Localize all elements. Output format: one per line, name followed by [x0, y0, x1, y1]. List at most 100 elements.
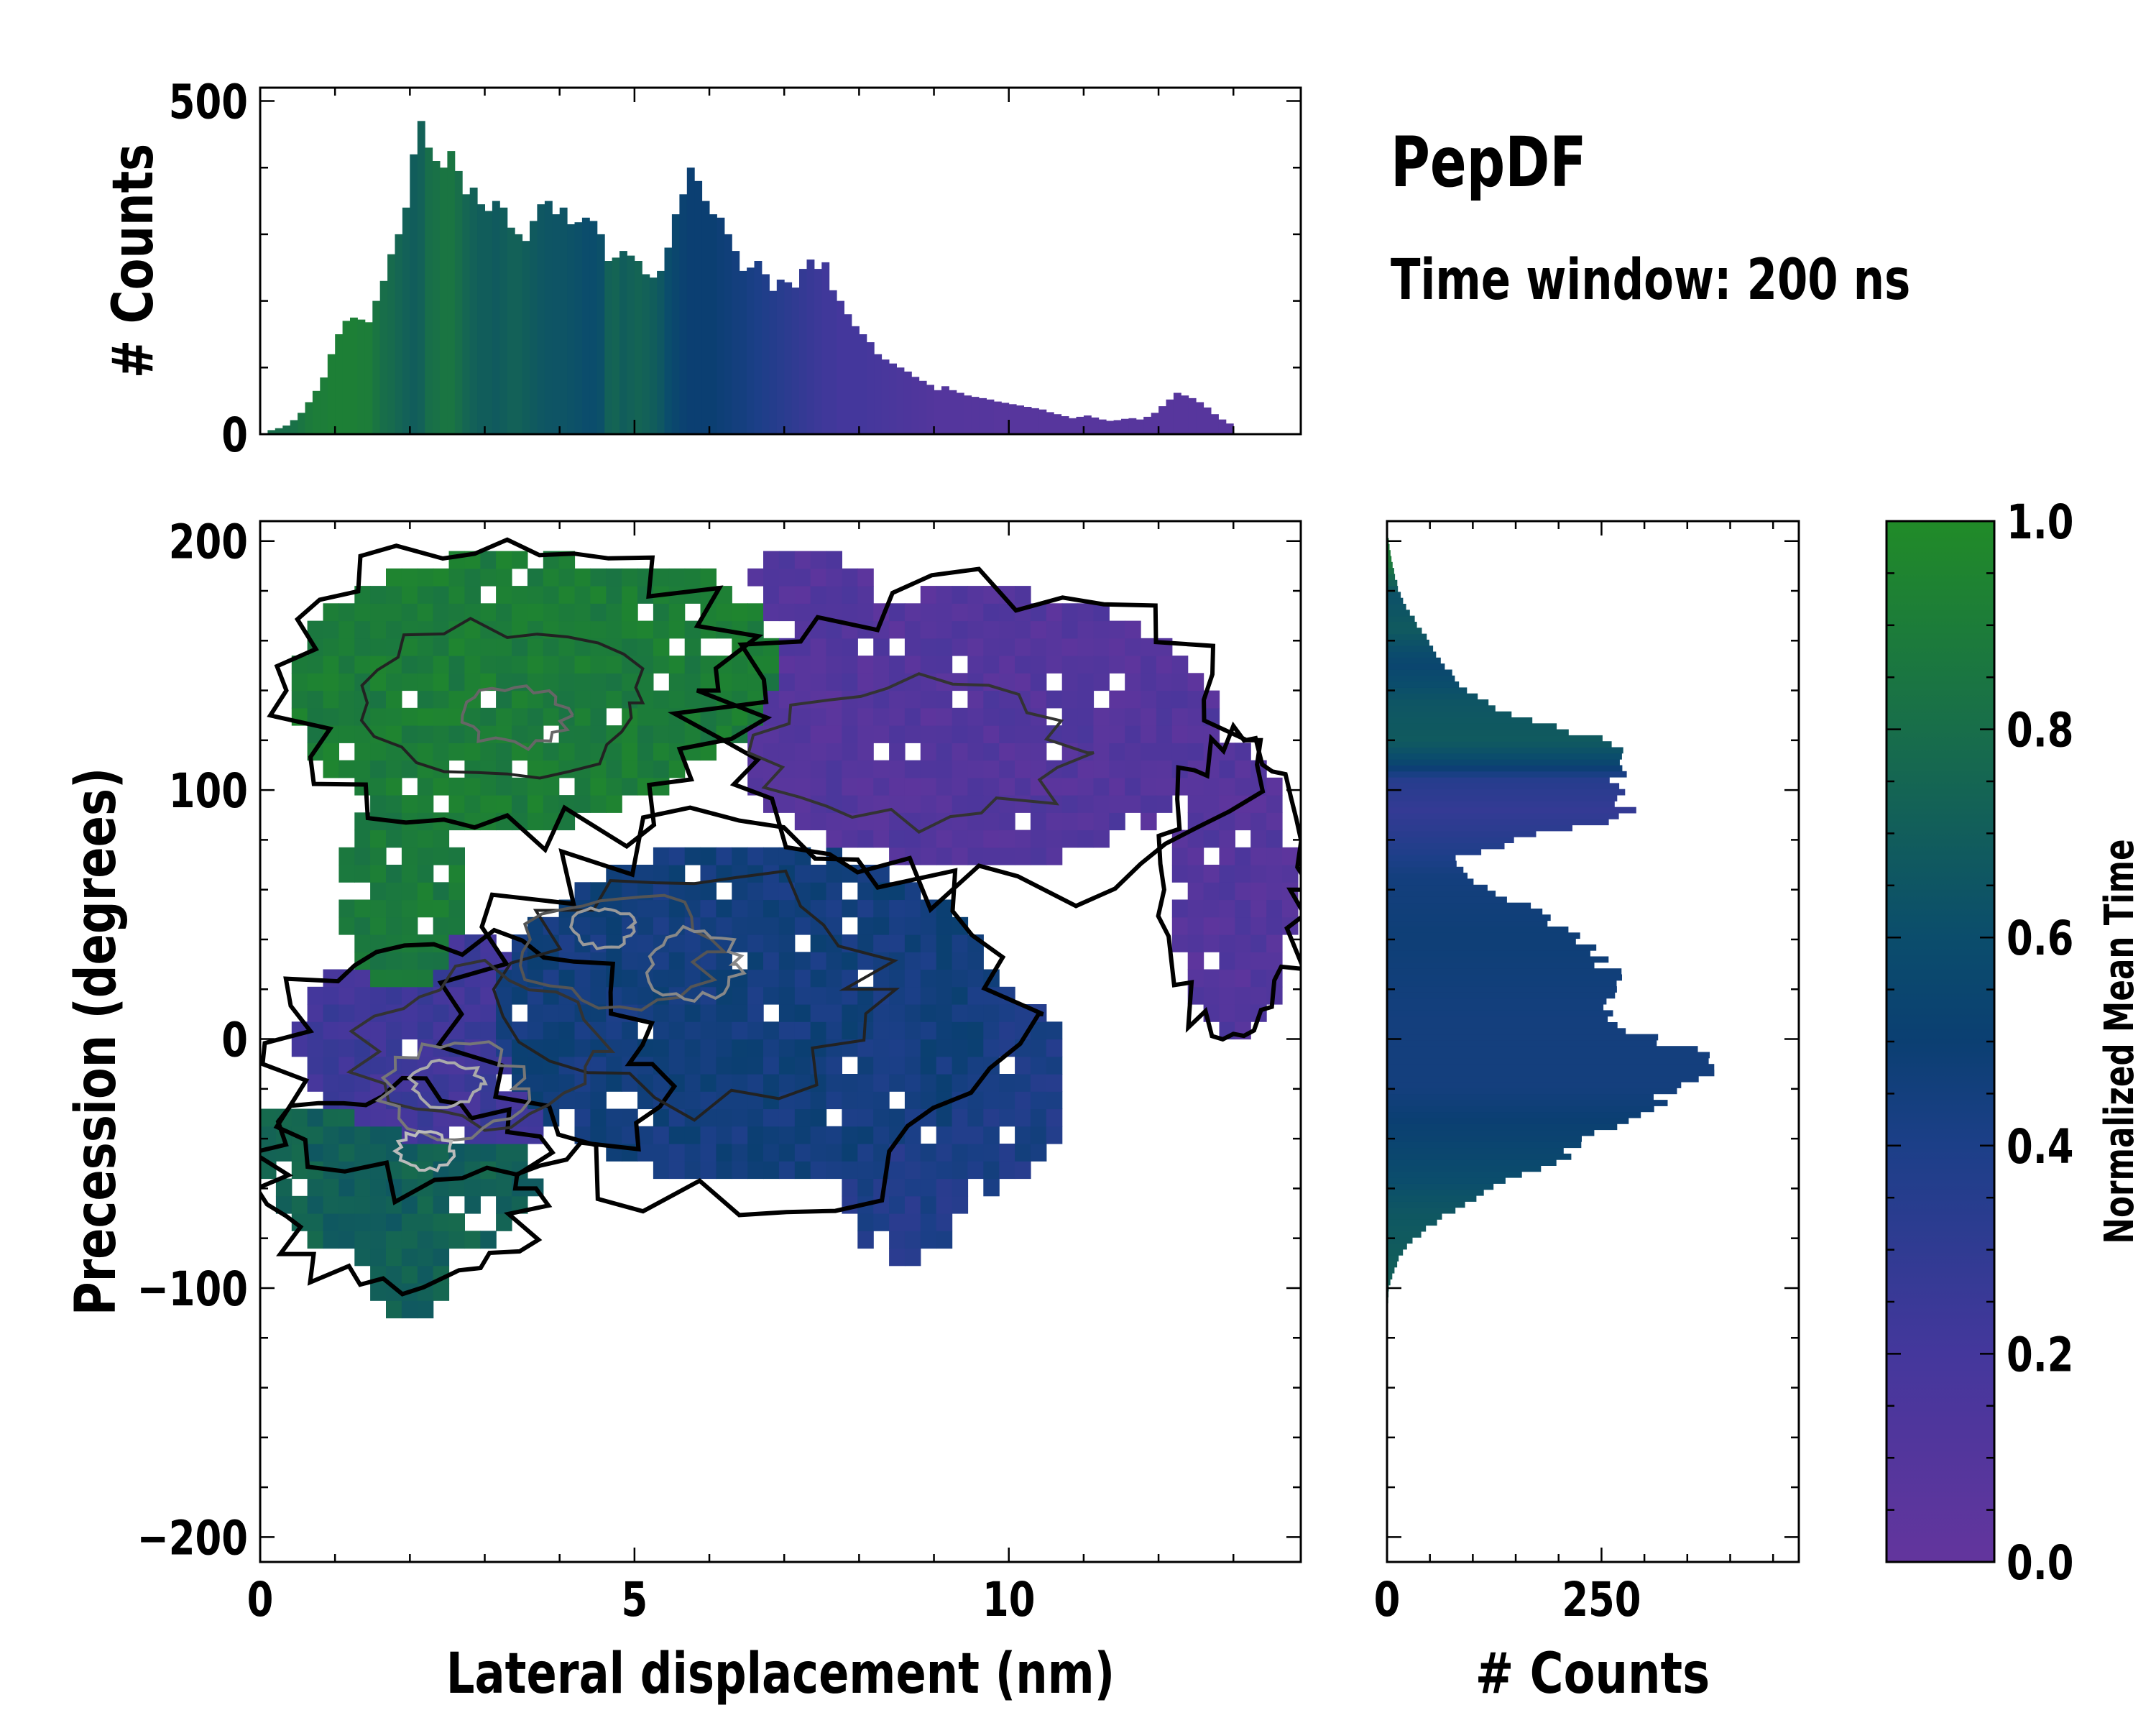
heatmap-cell: [590, 969, 607, 988]
heatmap-cell: [1203, 934, 1220, 952]
right-hist-bar: [1387, 1093, 1654, 1100]
heatmap-cell: [716, 1108, 732, 1127]
heatmap-cell: [1250, 847, 1267, 865]
right-hist-bar: [1387, 657, 1441, 664]
heatmap-cell: [1156, 760, 1173, 778]
heatmap-cell: [1077, 656, 1095, 674]
colorbar-tick-label: 0.4: [2007, 1120, 2074, 1175]
heatmap-cell: [480, 551, 497, 569]
heatmap-cell: [873, 707, 890, 726]
heatmap-cell: [1077, 673, 1095, 691]
top-hist-bar: [1188, 397, 1197, 434]
heatmap-cell: [1030, 829, 1047, 848]
heatmap-cell: [668, 882, 686, 901]
heatmap-cell: [999, 1021, 1015, 1040]
top-hist-bar: [372, 300, 381, 434]
heatmap-cell: [936, 916, 953, 935]
right-hist-bar: [1387, 1118, 1629, 1124]
heatmap-cell: [448, 586, 465, 604]
heatmap-cell: [794, 1091, 811, 1110]
top-hist-bar: [432, 161, 441, 434]
heatmap-cell: [1015, 1056, 1031, 1075]
right-hist-bar: [1387, 675, 1455, 682]
right-hist-bar: [1387, 873, 1468, 879]
right-hist-bar: [1387, 610, 1410, 617]
heatmap-cell: [401, 882, 418, 901]
heatmap-cell: [1046, 1056, 1063, 1075]
heatmap-cell: [417, 865, 434, 883]
heatmap-cell: [952, 829, 969, 848]
heatmap-cell: [1235, 952, 1251, 970]
heatmap-cell: [401, 707, 418, 726]
heatmap-cell: [527, 1004, 544, 1022]
heatmap-cell: [606, 586, 622, 604]
heatmap-cell: [338, 1126, 355, 1144]
heatmap-cell: [291, 690, 308, 709]
heatmap-cell: [401, 1300, 418, 1319]
heatmap-cell: [920, 1231, 937, 1249]
right-hist-bar: [1387, 1219, 1437, 1226]
heatmap-cell: [1156, 690, 1173, 709]
heatmap-cell: [260, 1126, 277, 1144]
heatmap-cell: [1187, 952, 1204, 970]
heatmap-cell: [496, 603, 512, 622]
heatmap-cell: [873, 934, 890, 952]
heatmap-cell: [527, 725, 544, 743]
heatmap-cell: [1015, 586, 1031, 604]
heatmap-cell: [401, 725, 418, 743]
heatmap-cell: [700, 568, 717, 587]
heatmap-cell: [967, 586, 984, 604]
top-hist-bar: [754, 261, 763, 434]
heatmap-cell: [543, 638, 560, 656]
heatmap-cell: [1203, 882, 1220, 901]
heatmap-cell: [1187, 934, 1204, 952]
heatmap-cell: [370, 707, 387, 726]
heatmap-cell: [574, 568, 591, 587]
heatmap-cell: [983, 812, 1000, 831]
heatmap-cell: [637, 865, 654, 883]
heatmap-cell: [732, 1004, 748, 1022]
heatmap-cell: [401, 969, 418, 988]
heatmap-cell: [920, 795, 937, 813]
right-hist-bar: [1387, 765, 1623, 772]
heatmap-cell: [291, 1039, 308, 1057]
heatmap-cell: [401, 656, 418, 674]
heatmap-cell: [386, 620, 402, 639]
right-hist-bar: [1387, 902, 1531, 909]
heatmap-cell: [386, 743, 402, 761]
heatmap-cell: [606, 1021, 622, 1040]
heatmap-cell: [1266, 812, 1283, 831]
heatmap-cell: [1015, 1074, 1031, 1092]
heatmap-cell: [354, 673, 371, 691]
heatmap-cell: [1061, 777, 1079, 796]
top-hist-bar: [410, 154, 418, 434]
heatmap-cell: [716, 1091, 732, 1110]
heatmap-cell: [1219, 952, 1235, 970]
heatmap-cell: [1219, 934, 1235, 952]
heatmap-cell: [826, 1091, 842, 1110]
heatmap-cell: [558, 638, 576, 656]
heatmap-cell: [543, 568, 560, 587]
right-hist-bar: [1387, 1153, 1572, 1160]
heatmap-cell: [653, 1039, 670, 1057]
heatmap-cell: [480, 795, 497, 813]
heatmap-cell: [983, 829, 1000, 848]
heatmap-cell: [323, 638, 339, 656]
heatmap-cell: [370, 969, 387, 988]
heatmap-cell: [889, 1021, 906, 1040]
heatmap-cell: [354, 1195, 371, 1214]
heatmap-cell: [1061, 707, 1079, 726]
heatmap-cell: [967, 743, 984, 761]
heatmap-cell: [747, 934, 764, 952]
right-hist-bar: [1387, 1147, 1564, 1154]
heatmap-cell: [433, 1231, 450, 1249]
heatmap-cell: [1061, 620, 1079, 639]
heatmap-cell: [1156, 795, 1173, 813]
heatmap-cell: [401, 673, 418, 691]
heatmap-cell: [417, 656, 434, 674]
top-hist-bar: [776, 280, 785, 434]
right-hist-bar: [1387, 855, 1456, 861]
heatmap-cell: [1250, 882, 1267, 901]
right-hist-bar: [1387, 1183, 1494, 1190]
heatmap-cell: [716, 986, 732, 1005]
